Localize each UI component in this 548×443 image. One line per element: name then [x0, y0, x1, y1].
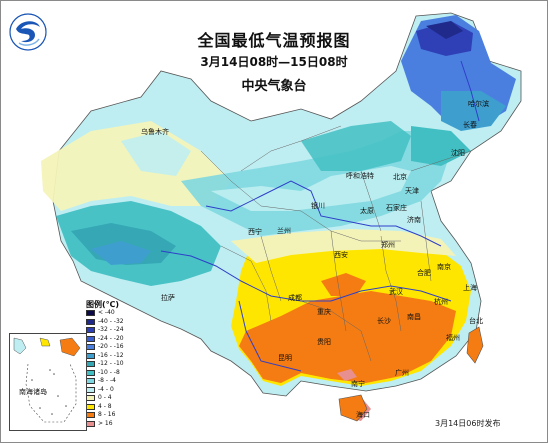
- city-label-shijiazhuang: 石家庄: [386, 204, 407, 212]
- city-label-wuhan: 武汉: [389, 288, 403, 296]
- city-label-shenyang: 沈阳: [451, 149, 465, 157]
- city-label-chongqing: 重庆: [317, 308, 331, 316]
- legend-row: > 16: [86, 419, 141, 428]
- city-label-nanchang: 南昌: [407, 313, 421, 321]
- city-label-urumqi: 乌鲁木齐: [141, 128, 169, 136]
- issue-time: 3月14日06时发布: [435, 419, 501, 428]
- city-label-guangzhou: 广州: [395, 369, 409, 377]
- city-label-taipei: 台北: [469, 317, 483, 325]
- city-label-hangzhou: 杭州: [434, 298, 448, 306]
- map-title: 全国最低气温预报图: [197, 31, 351, 50]
- legend-row: -4 - 0: [86, 385, 141, 394]
- legend-swatch: [86, 386, 95, 393]
- legend-swatch: [86, 335, 95, 342]
- city-label-hefei: 合肥: [417, 269, 431, 277]
- city-label-xian: 西安: [334, 251, 348, 259]
- legend-row: -24 - -20: [86, 334, 141, 343]
- legend-row: 0 - 4: [86, 394, 141, 402]
- legend-row: < -40: [86, 309, 141, 317]
- legend-label: -8 - -4: [98, 377, 116, 384]
- city-label-changchun: 长春: [463, 121, 477, 129]
- city-label-taiyuan: 太原: [360, 207, 374, 215]
- legend-swatch: [86, 378, 95, 384]
- legend-swatch: [86, 352, 95, 359]
- legend-label: > 16: [98, 419, 113, 427]
- legend-swatch: [86, 318, 95, 325]
- city-label-jinan: 济南: [407, 216, 421, 224]
- legend-row: -16 - -12: [86, 351, 141, 360]
- legend-title: 图例(℃): [86, 300, 119, 309]
- legend-swatch: [86, 395, 95, 401]
- legend-row: -8 - -4: [86, 377, 141, 385]
- legend-swatch: [86, 412, 95, 418]
- south-china-sea-inset: [9, 333, 87, 431]
- legend-swatch: [86, 403, 95, 410]
- city-label-nanning: 南宁: [351, 380, 365, 388]
- city-label-lhasa: 拉萨: [161, 294, 175, 302]
- city-label-harbin: 哈尔滨: [468, 100, 489, 108]
- legend-label: -20 - -16: [98, 343, 124, 350]
- city-label-fuzhou: 福州: [446, 334, 460, 342]
- legend-label: -24 - -20: [98, 334, 124, 342]
- city-label-xining: 西宁: [248, 228, 262, 236]
- city-label-hohhot: 呼和浩特: [346, 172, 374, 180]
- city-label-yinchuan: 银川: [311, 202, 325, 210]
- city-label-changsha: 长沙: [377, 317, 391, 325]
- issuing-agency: 中央气象台: [241, 79, 307, 94]
- legend-row: 8 - 16: [86, 411, 141, 419]
- legend-label: -10 - -8: [98, 368, 120, 376]
- legend-swatch: [86, 420, 95, 427]
- legend-label: -40 - -32: [98, 317, 124, 325]
- city-label-tianjin: 天津: [405, 187, 419, 195]
- legend-swatch: [86, 344, 95, 350]
- legend-label: 8 - 16: [98, 411, 116, 418]
- legend-swatch: [86, 310, 95, 316]
- city-label-shanghai: 上海: [463, 284, 477, 292]
- city-label-kunming: 昆明: [278, 354, 292, 362]
- legend-label: -4 - 0: [98, 385, 114, 393]
- legend-label: 0 - 4: [98, 394, 112, 401]
- legend-label: -12 - -10: [98, 360, 124, 367]
- legend-label: 4 - 8: [98, 402, 112, 410]
- forecast-period: 3月14日08时—15日08时: [200, 55, 348, 69]
- legend-row: -32 - -24: [86, 326, 141, 334]
- city-label-chengdu: 成都: [288, 294, 302, 302]
- legend-swatch: [86, 361, 95, 367]
- city-label-beijing: 北京: [393, 173, 407, 181]
- legend-row: 4 - 8: [86, 402, 141, 411]
- legend-row: -20 - -16: [86, 343, 141, 351]
- legend-swatch: [86, 369, 95, 376]
- legend-swatch: [86, 327, 95, 333]
- city-label-nanjing: 南京: [437, 263, 451, 271]
- city-label-zhengzhou: 郑州: [381, 241, 395, 249]
- cma-logo-icon: [9, 13, 47, 51]
- legend-label: -16 - -12: [98, 351, 124, 359]
- city-label-lanzhou: 兰州: [277, 227, 291, 235]
- legend-label: < -40: [98, 309, 115, 316]
- legend-row: -40 - -32: [86, 317, 141, 326]
- legend-row: -10 - -8: [86, 368, 141, 377]
- legend-row: -12 - -10: [86, 360, 141, 368]
- city-label-haikou: 海口: [356, 411, 370, 419]
- inset-label: 南海诸岛: [19, 388, 47, 396]
- legend-label: -32 - -24: [98, 326, 124, 333]
- city-label-guiyang: 贵阳: [317, 338, 331, 346]
